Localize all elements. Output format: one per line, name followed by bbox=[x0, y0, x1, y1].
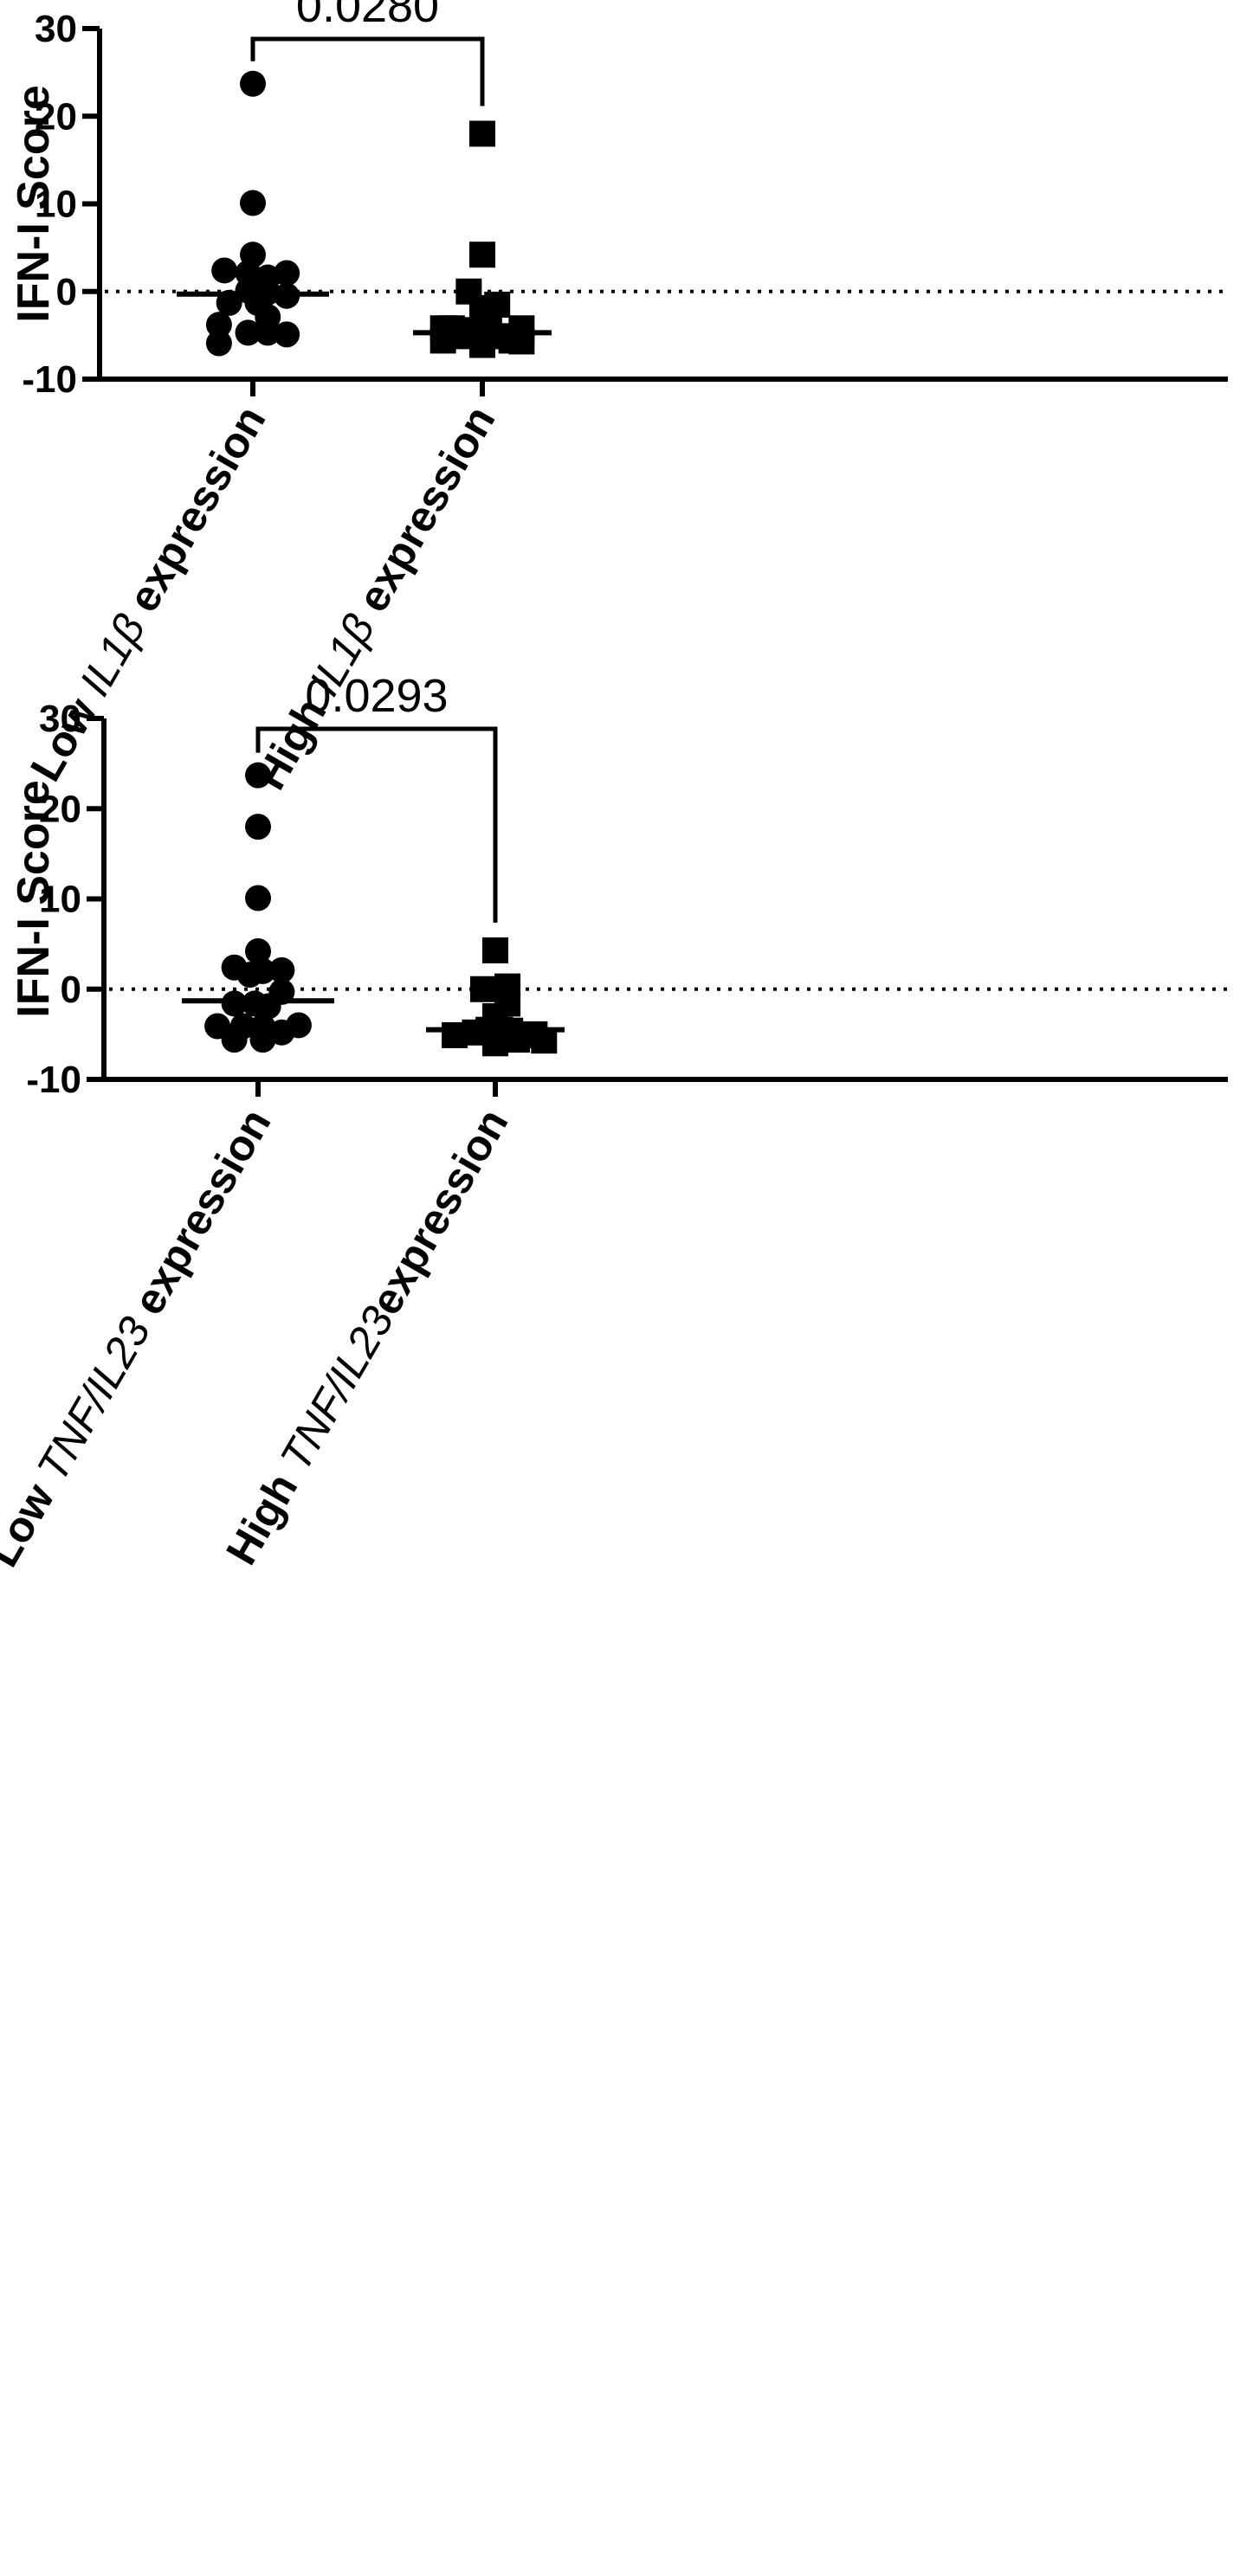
x-tick-label-part: expression bbox=[118, 1101, 280, 1334]
p-value-label: 0.0293 bbox=[305, 670, 448, 722]
data-point bbox=[245, 885, 271, 911]
y-tick-label: 30 bbox=[35, 8, 77, 50]
data-point bbox=[469, 242, 495, 268]
y-axis-label: IFN-I Score bbox=[9, 780, 59, 1018]
y-tick-label: 10 bbox=[39, 879, 81, 921]
y-tick-label: 20 bbox=[39, 788, 81, 830]
panel-2: -10 0 10 20 30 IFN-I Score Low TNF/IL23 expres… bbox=[0, 670, 1228, 1575]
x-tick-label: High IL1β expression bbox=[246, 398, 505, 798]
x-tick-label: Low TNF/IL23 expression bbox=[0, 1101, 281, 1575]
data-point bbox=[255, 319, 281, 346]
data-point bbox=[221, 990, 248, 1017]
data-point bbox=[240, 190, 266, 216]
x-tick-label-part: expression bbox=[113, 398, 274, 631]
y-axis-label: IFN-I Score bbox=[9, 85, 59, 323]
data-point bbox=[235, 319, 262, 346]
y-tick-label: 20 bbox=[35, 95, 77, 138]
data-point bbox=[285, 1012, 312, 1039]
data-point bbox=[245, 814, 271, 840]
y-tick-label: -10 bbox=[22, 358, 77, 401]
y-tick-label: 10 bbox=[35, 184, 77, 226]
y-tick-label: 0 bbox=[61, 969, 81, 1011]
x-tick-label-part: High bbox=[216, 1455, 313, 1573]
data-point bbox=[240, 70, 266, 97]
significance-bracket bbox=[255, 726, 498, 923]
data-point bbox=[211, 257, 238, 284]
data-point bbox=[469, 120, 495, 147]
data-point bbox=[274, 321, 300, 348]
x-tick-label-part: expression bbox=[361, 1101, 518, 1323]
data-point bbox=[205, 330, 232, 357]
data-point bbox=[484, 291, 511, 318]
y-tick-label: 0 bbox=[56, 271, 77, 313]
data-point bbox=[268, 956, 295, 983]
significance-bracket bbox=[250, 36, 485, 106]
y-tick-label: 30 bbox=[39, 698, 81, 740]
data-point bbox=[249, 1027, 276, 1053]
data-point bbox=[274, 260, 300, 287]
data-point bbox=[482, 1030, 508, 1057]
x-tick-label-part: TNF/IL23 bbox=[271, 1298, 404, 1479]
data-point bbox=[469, 976, 496, 1002]
p-value-label: 0.0280 bbox=[296, 0, 439, 32]
x-tick-label-part: expression bbox=[342, 398, 504, 631]
x-tick-label-part: TNF/IL23 bbox=[28, 1309, 160, 1490]
y-tick-label: -10 bbox=[26, 1059, 81, 1101]
data-point bbox=[245, 937, 271, 964]
data-point bbox=[205, 312, 232, 338]
x-tick-label: High TNF/IL23expression bbox=[216, 1101, 517, 1573]
data-point bbox=[249, 957, 276, 984]
data-point bbox=[482, 937, 508, 963]
data-point bbox=[221, 1027, 248, 1053]
data-point bbox=[245, 762, 271, 789]
data-point bbox=[469, 332, 495, 358]
